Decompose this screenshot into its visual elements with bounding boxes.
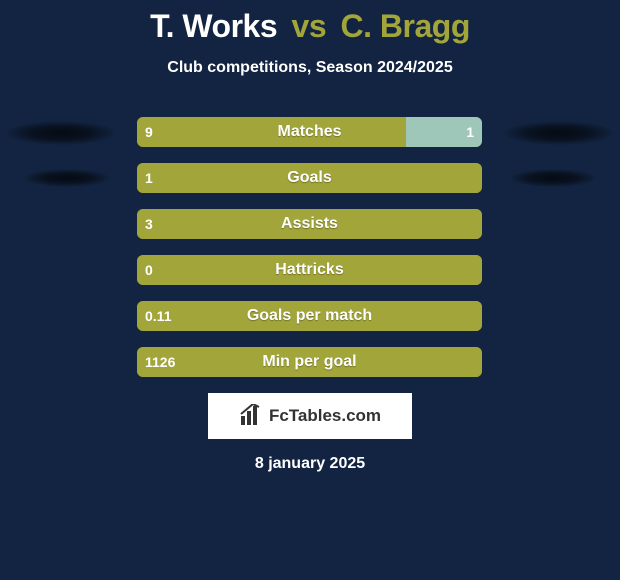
stats-chart: 9 1 Matches 1 Goals 3 Assists (0, 117, 620, 377)
title-player2: C. Bragg (341, 8, 470, 44)
avatar-shadow-left (24, 169, 110, 187)
stat-row-min-per-goal: 1126 Min per goal (0, 347, 620, 377)
bar-track: 9 1 Matches (137, 117, 482, 147)
stat-row-hattricks: 0 Hattricks (0, 255, 620, 285)
stat-label: Min per goal (137, 347, 482, 377)
stat-label: Matches (137, 117, 482, 147)
stat-label: Goals per match (137, 301, 482, 331)
logo-text: FcTables.com (269, 406, 381, 426)
date-text: 8 january 2025 (0, 455, 620, 473)
title-vs: vs (292, 8, 327, 44)
logo-box: FcTables.com (208, 393, 412, 439)
avatar-shadow-right (510, 169, 596, 187)
page-title: T. Works vs C. Bragg (0, 0, 620, 45)
title-player1: T. Works (150, 8, 277, 44)
bar-track: 0 Hattricks (137, 255, 482, 285)
stat-label: Hattricks (137, 255, 482, 285)
subtitle: Club competitions, Season 2024/2025 (0, 59, 620, 77)
stat-label: Goals (137, 163, 482, 193)
stat-row-matches: 9 1 Matches (0, 117, 620, 147)
avatar-shadow-left (6, 121, 116, 145)
bar-track: 1126 Min per goal (137, 347, 482, 377)
stat-row-goals-per-match: 0.11 Goals per match (0, 301, 620, 331)
bar-track: 3 Assists (137, 209, 482, 239)
bar-chart-icon (239, 404, 263, 428)
comparison-infographic: T. Works vs C. Bragg Club competitions, … (0, 0, 620, 580)
stat-row-goals: 1 Goals (0, 163, 620, 193)
stat-label: Assists (137, 209, 482, 239)
bar-track: 1 Goals (137, 163, 482, 193)
avatar-shadow-right (504, 121, 614, 145)
bar-track: 0.11 Goals per match (137, 301, 482, 331)
stat-row-assists: 3 Assists (0, 209, 620, 239)
